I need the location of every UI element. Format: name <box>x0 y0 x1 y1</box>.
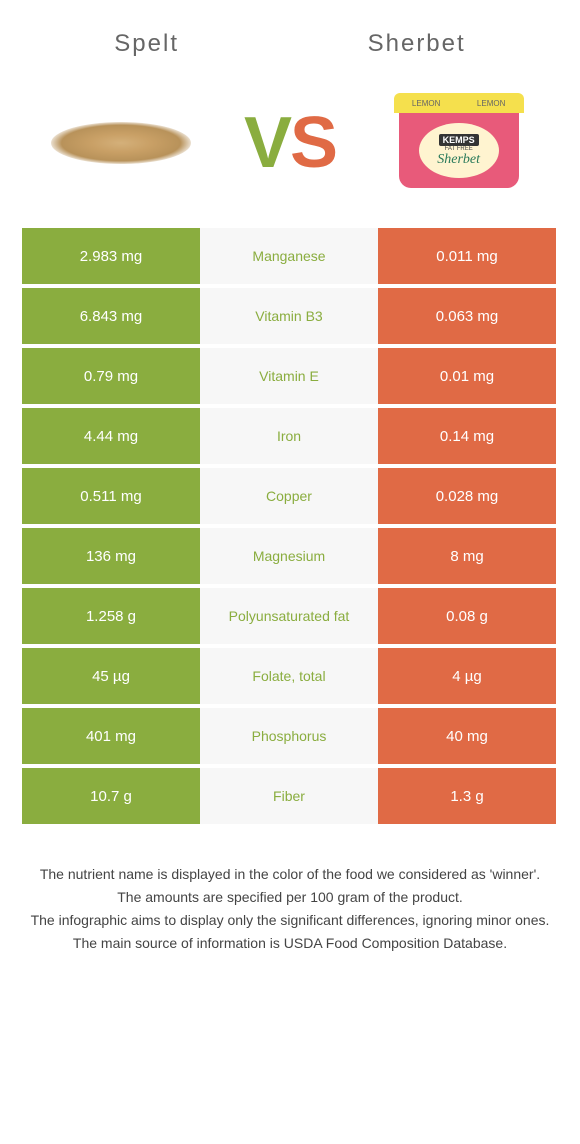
nutrient-name-cell: Folate, total <box>200 648 378 704</box>
left-value-cell: 0.511 mg <box>22 468 200 524</box>
sherbet-body: KEMPS FAT FREE Sherbet <box>399 113 519 188</box>
vs-s-letter: S <box>290 103 336 183</box>
table-row: 10.7 gFiber1.3 g <box>22 768 558 824</box>
right-value-cell: 0.08 g <box>378 588 556 644</box>
nutrient-name-cell: Magnesium <box>200 528 378 584</box>
right-value-cell: 0.028 mg <box>378 468 556 524</box>
nutrient-name-cell: Fiber <box>200 768 378 824</box>
left-value-cell: 6.843 mg <box>22 288 200 344</box>
spelt-image <box>41 88 201 198</box>
right-value-cell: 1.3 g <box>378 768 556 824</box>
left-value-cell: 1.258 g <box>22 588 200 644</box>
nutrient-name-cell: Manganese <box>200 228 378 284</box>
right-value-cell: 0.14 mg <box>378 408 556 464</box>
nutrient-name-cell: Vitamin E <box>200 348 378 404</box>
footer-line: The nutrient name is displayed in the co… <box>30 864 550 885</box>
vs-v-letter: V <box>244 103 290 183</box>
nutrient-name-cell: Polyunsaturated fat <box>200 588 378 644</box>
left-value-cell: 45 µg <box>22 648 200 704</box>
vs-label: VS <box>244 102 336 184</box>
table-row: 1.258 gPolyunsaturated fat0.08 g <box>22 588 558 644</box>
sherbet-container-icon: LEMON LEMON KEMPS FAT FREE Sherbet <box>394 93 524 193</box>
header-row: Spelt Sherbet <box>0 0 580 78</box>
right-value-cell: 0.011 mg <box>378 228 556 284</box>
footer-line: The amounts are specified per 100 gram o… <box>30 887 550 908</box>
table-row: 136 mgMagnesium8 mg <box>22 528 558 584</box>
nutrient-name-cell: Vitamin B3 <box>200 288 378 344</box>
left-value-cell: 10.7 g <box>22 768 200 824</box>
right-value-cell: 0.063 mg <box>378 288 556 344</box>
table-row: 401 mgPhosphorus40 mg <box>22 708 558 764</box>
lemon-text-2: LEMON <box>477 99 505 108</box>
table-row: 2.983 mgManganese0.011 mg <box>22 228 558 284</box>
left-value-cell: 4.44 mg <box>22 408 200 464</box>
spelt-grain-icon <box>51 122 191 164</box>
table-row: 6.843 mgVitamin B30.063 mg <box>22 288 558 344</box>
images-row: VS LEMON LEMON KEMPS FAT FREE Sherbet <box>0 78 580 228</box>
left-value-cell: 401 mg <box>22 708 200 764</box>
right-value-cell: 8 mg <box>378 528 556 584</box>
right-value-cell: 4 µg <box>378 648 556 704</box>
footer-line: The infographic aims to display only the… <box>30 910 550 931</box>
table-row: 0.511 mgCopper0.028 mg <box>22 468 558 524</box>
sherbet-name-text: Sherbet <box>437 152 480 168</box>
left-value-cell: 2.983 mg <box>22 228 200 284</box>
brand-text: KEMPS <box>439 134 479 146</box>
sherbet-front-label: KEMPS FAT FREE Sherbet <box>419 123 499 178</box>
nutrient-name-cell: Phosphorus <box>200 708 378 764</box>
right-food-title: Sherbet <box>368 30 466 58</box>
table-row: 4.44 mgIron0.14 mg <box>22 408 558 464</box>
left-value-cell: 0.79 mg <box>22 348 200 404</box>
table-row: 45 µgFolate, total4 µg <box>22 648 558 704</box>
nutrient-name-cell: Copper <box>200 468 378 524</box>
lemon-text: LEMON <box>412 99 440 108</box>
nutrient-name-cell: Iron <box>200 408 378 464</box>
sherbet-image: LEMON LEMON KEMPS FAT FREE Sherbet <box>379 88 539 198</box>
sherbet-lid: LEMON LEMON <box>394 93 524 113</box>
table-row: 0.79 mgVitamin E0.01 mg <box>22 348 558 404</box>
footer-line: The main source of information is USDA F… <box>30 933 550 954</box>
right-value-cell: 0.01 mg <box>378 348 556 404</box>
footer-notes: The nutrient name is displayed in the co… <box>30 864 550 954</box>
left-value-cell: 136 mg <box>22 528 200 584</box>
left-food-title: Spelt <box>114 30 179 58</box>
right-value-cell: 40 mg <box>378 708 556 764</box>
nutrient-table: 2.983 mgManganese0.011 mg6.843 mgVitamin… <box>22 228 558 824</box>
